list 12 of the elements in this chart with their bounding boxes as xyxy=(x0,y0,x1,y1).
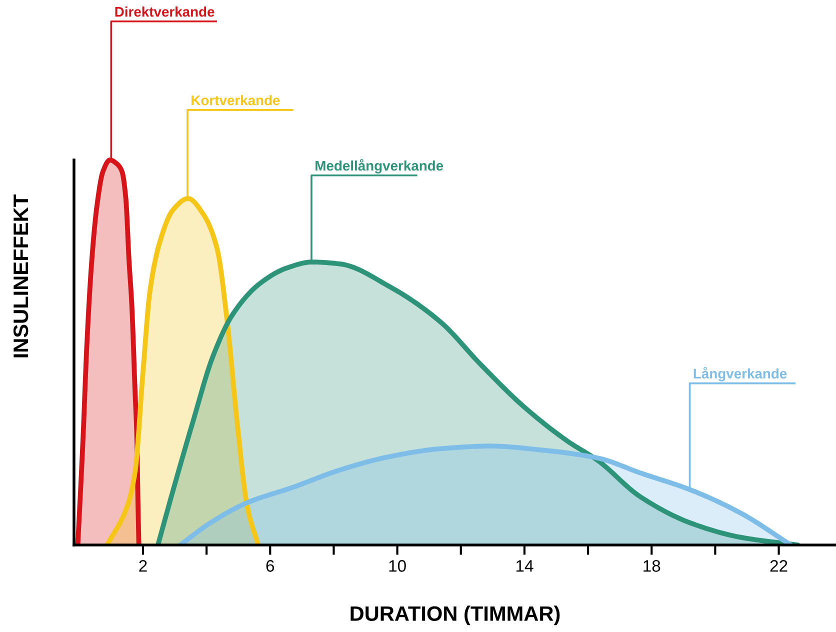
text: Direktverkande xyxy=(115,6,214,17)
x-tick-label: 10 xyxy=(389,560,406,572)
x-tick-label: 2 xyxy=(139,560,147,572)
x-tick-label: 18 xyxy=(644,560,660,572)
x-axis-title: DURATION (TIMMAR) xyxy=(350,606,560,626)
text: Kortverkande xyxy=(192,95,280,106)
text: Långverkande xyxy=(694,367,787,382)
x-tick-label: 14 xyxy=(516,560,534,572)
x-tick-label: 6 xyxy=(266,560,274,572)
text: Medellångverkande xyxy=(316,159,444,174)
y-axis-title: INSULINEFFEKT xyxy=(13,194,28,358)
x-tick-label: 22 xyxy=(770,560,788,572)
